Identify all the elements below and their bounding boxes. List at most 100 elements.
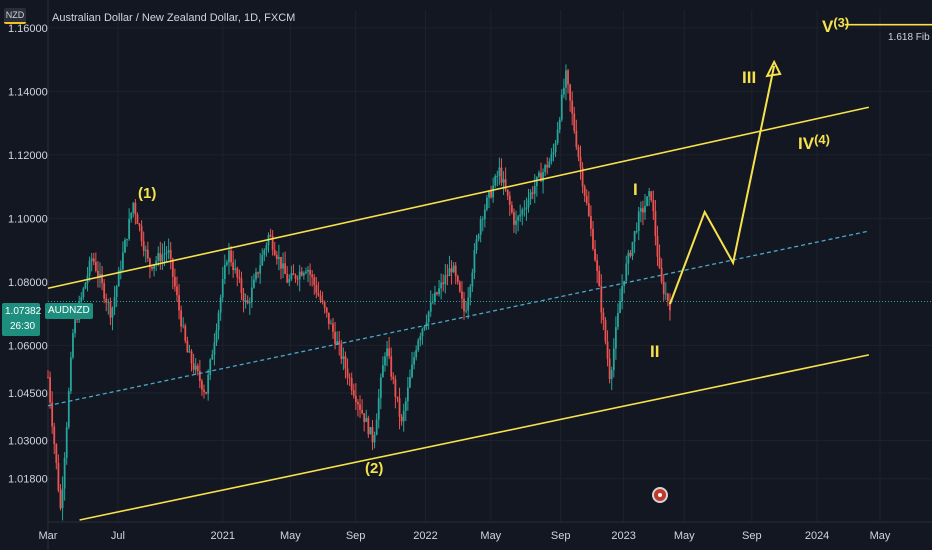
candle-body — [99, 274, 101, 277]
candle-body — [340, 343, 343, 360]
candle-body — [639, 208, 642, 212]
candle-body — [51, 402, 54, 427]
candle-body — [153, 264, 155, 269]
candle-body — [577, 147, 580, 157]
candle-body — [540, 172, 542, 182]
candle-body — [448, 268, 451, 277]
candle-body — [246, 300, 249, 304]
currency-badge[interactable]: NZD — [4, 8, 26, 24]
candle-body — [338, 341, 341, 344]
candle-body — [275, 254, 278, 260]
candle-body — [294, 274, 297, 279]
candle-body — [47, 377, 49, 378]
candle-body — [427, 311, 430, 322]
candle-body — [396, 396, 399, 399]
candle-body — [113, 296, 116, 308]
candle-body — [286, 273, 289, 283]
candle-body — [579, 156, 582, 168]
candle-body — [163, 253, 166, 255]
current-price-tag: 1.07382 26:30 — [2, 303, 41, 336]
symbol-tag: AUDNZD — [45, 303, 93, 319]
wave-label-V-sup: (3) — [833, 15, 850, 30]
candle-body — [65, 427, 68, 458]
candle-body — [217, 312, 220, 331]
candle-body — [552, 152, 555, 155]
candle-body — [232, 262, 235, 271]
candle-body — [388, 348, 391, 357]
candle-body — [305, 271, 307, 274]
candle-body — [602, 312, 605, 321]
candle-body — [554, 143, 557, 153]
candle-body — [442, 282, 445, 285]
candle-body — [631, 241, 634, 256]
candle-body — [369, 427, 372, 435]
candle-body — [248, 302, 251, 304]
x-tick-label: 2023 — [611, 530, 635, 542]
candle-body — [438, 288, 440, 295]
projection-arrowhead — [765, 59, 782, 78]
candle-body — [598, 270, 601, 286]
bar-countdown: 26:30 — [10, 321, 36, 332]
candle-body — [298, 271, 301, 280]
candle-body — [608, 358, 611, 379]
candle-body — [654, 211, 657, 237]
candle-body — [592, 228, 594, 249]
candle-body — [121, 252, 124, 270]
candle-body — [348, 377, 351, 379]
candle-body — [161, 254, 164, 262]
candle-body — [404, 401, 407, 411]
candle-body — [610, 370, 613, 379]
candle-body — [342, 356, 345, 360]
candle-body — [581, 167, 584, 187]
candle-body — [629, 252, 632, 256]
candle-body — [111, 307, 114, 318]
candle-body — [548, 161, 551, 168]
candle-body — [481, 219, 484, 220]
candle-body — [126, 238, 128, 240]
candle-body — [587, 203, 590, 217]
y-tick-label: 1.14000 — [8, 86, 48, 98]
candle-body — [144, 249, 147, 251]
candle-body — [80, 297, 83, 302]
y-tick-label: 1.12000 — [8, 150, 48, 162]
candle-body — [486, 197, 488, 210]
candle-body — [556, 129, 559, 144]
candle-body — [53, 426, 56, 445]
candle-body — [300, 271, 303, 276]
candle-body — [652, 200, 655, 212]
candle-body — [282, 263, 284, 269]
candle-body — [151, 267, 153, 269]
candle-body — [155, 260, 158, 265]
economic-event-icon[interactable] — [652, 487, 668, 503]
candle-body — [533, 186, 536, 194]
candle-body — [562, 87, 565, 95]
candle-body — [477, 234, 480, 240]
candle-body — [461, 291, 463, 299]
candle-body — [488, 191, 490, 198]
candle-body — [350, 378, 353, 391]
candle-body — [198, 371, 201, 381]
y-tick-label: 1.08000 — [8, 277, 48, 289]
candle-body — [494, 176, 497, 186]
candle-body — [409, 377, 411, 388]
candle-body — [583, 186, 586, 196]
candle-body — [57, 462, 60, 491]
candle-body — [496, 176, 499, 177]
candle-body — [134, 202, 137, 215]
candle-body — [575, 130, 578, 148]
candle-body — [648, 191, 651, 197]
candle-body — [617, 313, 619, 328]
candle-body — [421, 328, 424, 337]
candle-body — [236, 268, 239, 278]
candles — [47, 64, 671, 521]
candle-body — [406, 387, 409, 402]
candle-body — [606, 341, 609, 359]
wave-label-2: (2) — [365, 460, 384, 477]
candle-body — [367, 418, 370, 435]
candle-body — [517, 216, 520, 221]
candle-body — [463, 298, 465, 312]
candle-body — [271, 236, 274, 250]
candle-body — [475, 239, 478, 251]
x-axis: Mar Jul 2021 May Sep 2022 May Sep 2023 May Sep 2024… — [39, 530, 891, 542]
